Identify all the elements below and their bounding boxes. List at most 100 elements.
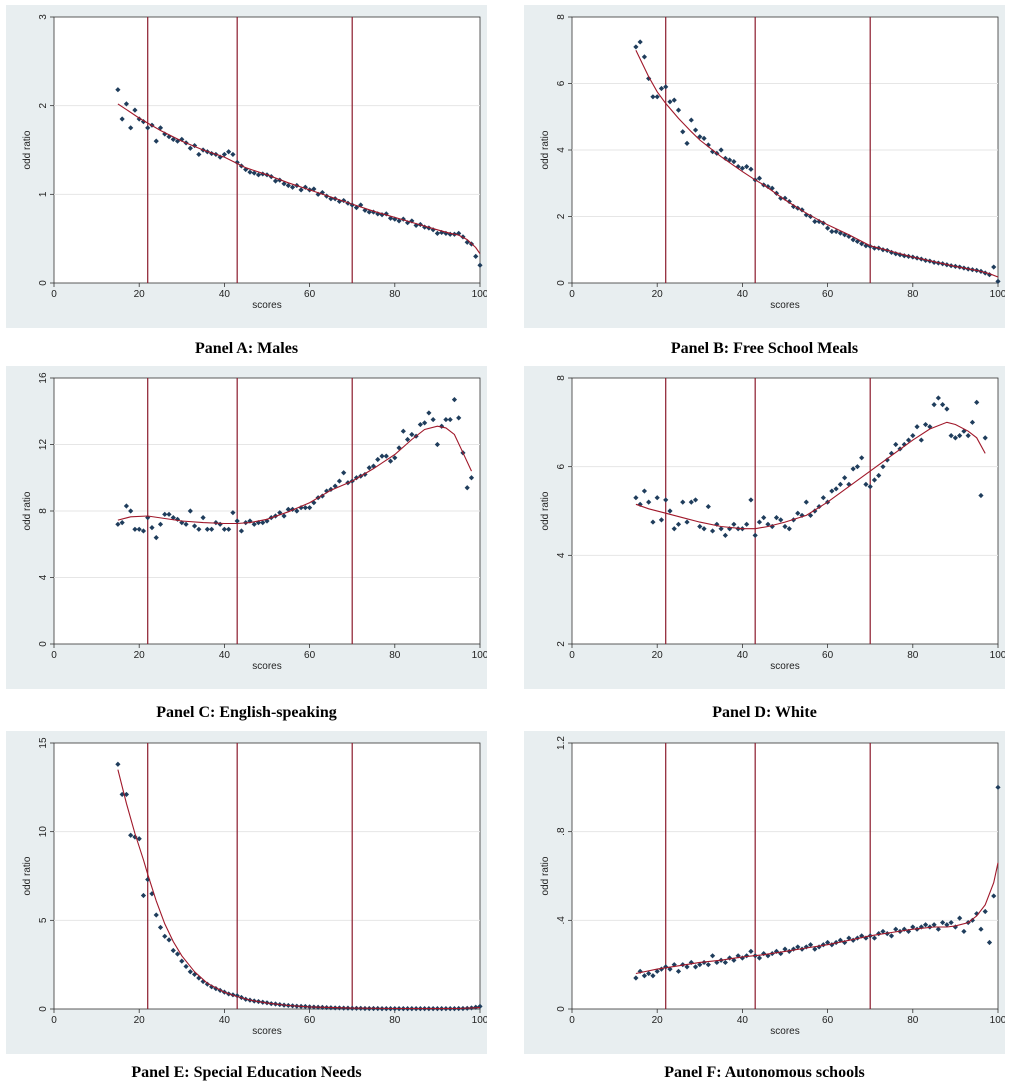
y-tick-label: 4	[556, 552, 567, 558]
data-point	[162, 511, 168, 517]
data-point	[854, 464, 861, 470]
y-tick-label: 6	[556, 463, 567, 469]
x-tick-label: 40	[737, 289, 749, 300]
data-point	[307, 505, 313, 511]
data-point	[119, 520, 125, 526]
x-tick-label: 0	[51, 289, 57, 300]
data-point	[166, 511, 172, 517]
y-axis-title: odd ratio	[22, 491, 33, 530]
data-point	[850, 237, 856, 243]
data-point	[298, 187, 304, 193]
x-axis-title: scores	[770, 661, 799, 672]
data-point	[387, 215, 394, 221]
x-tick-label: 60	[304, 289, 316, 300]
data-point	[820, 942, 826, 948]
data-point	[820, 495, 826, 501]
data-point	[859, 241, 865, 247]
data-point	[646, 75, 652, 82]
data-point	[447, 416, 453, 423]
panel-a-chart: 0 1 2 3 0 20 40 60 80 100 scores odd ratio	[6, 5, 487, 328]
data-point	[272, 178, 279, 184]
data-point	[671, 526, 677, 532]
data-point	[803, 212, 809, 218]
y-tick-label: 12	[38, 439, 49, 451]
data-point	[756, 175, 763, 181]
y-tick-label: 3	[38, 14, 49, 20]
data-point	[675, 107, 682, 113]
data-point	[846, 233, 852, 240]
data-point	[914, 424, 920, 430]
panel-a-caption: Panel A: Males	[194, 340, 299, 357]
x-tick-label: 100	[472, 650, 487, 661]
data-point	[918, 437, 924, 443]
data-point	[871, 477, 878, 483]
data-point	[961, 428, 967, 434]
y-axis-title: odd ratio	[540, 491, 551, 530]
data-point	[123, 101, 130, 107]
panel-e-caption: Panel E: Special Education Needs	[131, 1064, 362, 1081]
data-point	[812, 946, 818, 952]
data-point	[931, 259, 937, 265]
data-point	[358, 202, 364, 208]
data-point	[944, 406, 950, 412]
data-point	[289, 184, 296, 190]
y-axis-title: odd ratio	[22, 856, 33, 895]
data-point	[846, 481, 852, 487]
data-point	[756, 955, 763, 961]
data-point	[701, 526, 707, 532]
data-point	[383, 211, 389, 217]
data-point	[196, 151, 202, 158]
x-tick-label: 60	[304, 650, 316, 661]
y-axis-title: odd ratio	[540, 130, 551, 169]
data-point	[187, 145, 193, 151]
y-tick-label: 0	[556, 280, 567, 286]
data-point	[221, 151, 227, 158]
data-point	[277, 510, 283, 516]
data-point	[302, 184, 308, 190]
data-point	[439, 229, 445, 236]
data-point	[464, 239, 470, 245]
data-point	[387, 458, 394, 464]
x-axis-title: scores	[252, 661, 281, 672]
plot-region	[571, 377, 999, 645]
y-tick-label: 2	[556, 641, 567, 647]
data-point	[816, 218, 822, 225]
data-point	[944, 922, 950, 928]
data-point	[969, 917, 976, 923]
y-tick-label: 4	[556, 147, 567, 153]
x-tick-label: 100	[472, 289, 487, 300]
panel-d-chart: 2 4 6 8 0 20 40 60 80 100 scores odd ratio	[524, 366, 1005, 689]
fit-line	[635, 50, 999, 278]
data-point	[174, 951, 181, 957]
data-point	[422, 420, 428, 426]
x-tick-label: 0	[569, 1015, 575, 1026]
panel-c-caption: Panel C: English-speaking	[156, 704, 337, 721]
x-tick-label: 20	[652, 650, 664, 661]
data-point	[132, 107, 138, 113]
data-point	[473, 1004, 479, 1010]
x-tick-label: 80	[389, 650, 401, 661]
y-tick-label: 1	[38, 191, 49, 197]
data-point	[731, 159, 737, 165]
x-tick-label: 40	[219, 650, 231, 661]
data-point	[880, 928, 886, 935]
data-point	[807, 942, 814, 948]
fit-line	[635, 421, 986, 530]
data-point	[149, 525, 155, 531]
data-point	[443, 416, 449, 423]
y-tick-label: 0	[556, 1006, 567, 1012]
y-tick-label: .8	[556, 827, 567, 836]
data-point	[901, 441, 907, 448]
data-point	[957, 433, 963, 439]
x-tick-label: 80	[907, 289, 919, 300]
data-point	[825, 939, 831, 946]
y-tick-label: 0	[38, 1006, 49, 1012]
data-point	[162, 933, 168, 939]
data-point	[157, 521, 164, 527]
x-axis-title: scores	[770, 1026, 799, 1037]
data-point	[400, 428, 406, 434]
data-point	[383, 453, 389, 459]
x-tick-label: 60	[822, 289, 834, 300]
data-point	[901, 253, 907, 259]
fit-line	[117, 769, 481, 1010]
